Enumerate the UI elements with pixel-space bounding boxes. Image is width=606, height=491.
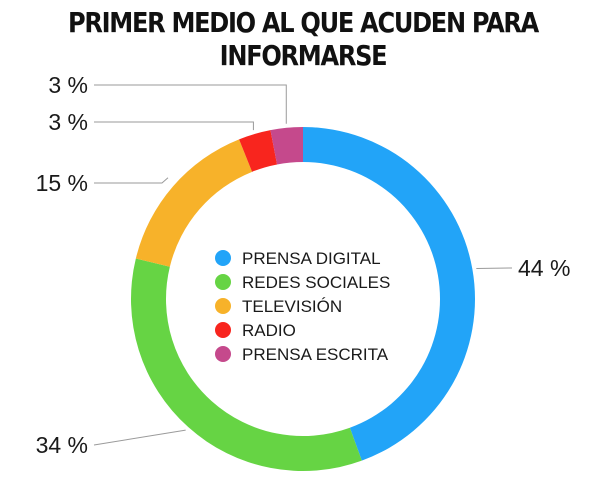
- slice-prensa-digital: [303, 127, 476, 461]
- legend-swatch-prensa-digital: [215, 250, 231, 266]
- value-label-prensa-digital: 44 %: [518, 255, 570, 281]
- slice-prensa-escrita: [270, 127, 303, 165]
- legend-label-television: TELEVISIÓN: [242, 297, 342, 316]
- slice-television: [135, 139, 253, 267]
- slice-redes-sociales: [130, 258, 362, 471]
- legend-swatch-radio: [215, 322, 231, 338]
- leader-line-television: [94, 177, 169, 184]
- legend-label-prensa-digital: PRENSA DIGITAL: [242, 249, 381, 268]
- value-label-redes-sociales: 34 %: [36, 432, 88, 458]
- value-label-television: 15 %: [36, 170, 88, 196]
- slice-radio: [239, 130, 278, 172]
- legend-label-radio: RADIO: [242, 321, 296, 340]
- leader-line-prensa-escrita: [94, 84, 287, 124]
- value-label-prensa-escrita: 3 %: [48, 72, 88, 98]
- leader-line-redes-sociales: [93, 429, 186, 446]
- leader-line-radio: [94, 121, 254, 131]
- legend: PRENSA DIGITAL REDES SOCIALES TELEVISIÓN RA…: [215, 249, 390, 364]
- value-label-radio: 3 %: [48, 109, 88, 135]
- legend-swatch-redes-sociales: [215, 274, 231, 290]
- value-labels-group: 44 % 34 % 15 % 3 % 3 %: [36, 72, 571, 458]
- legend-swatch-prensa-escrita: [215, 346, 231, 362]
- legend-label-redes-sociales: REDES SOCIALES: [242, 273, 390, 292]
- chart-title: PRIMER MEDIO AL QUE ACUDEN PARA INFORMAR…: [67, 6, 539, 72]
- legend-swatch-television: [215, 298, 231, 314]
- slices-group: [130, 127, 476, 471]
- leader-lines-group: [93, 84, 513, 446]
- legend-label-prensa-escrita: PRENSA ESCRITA: [242, 345, 389, 364]
